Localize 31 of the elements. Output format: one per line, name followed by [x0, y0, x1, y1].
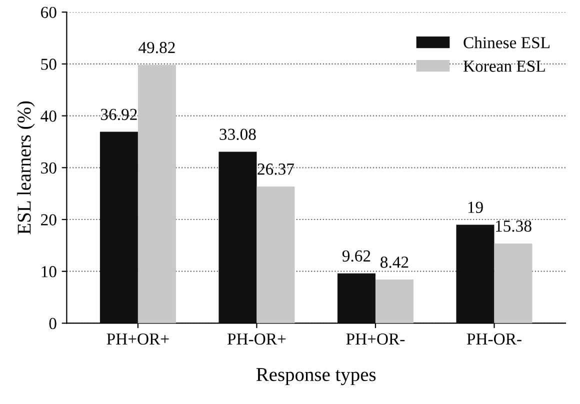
bar	[100, 132, 138, 324]
data-label: 49.82	[138, 42, 175, 54]
y-tick-label: 60	[41, 6, 56, 18]
bar	[375, 280, 414, 324]
data-label: 15.38	[496, 220, 532, 232]
y-tick-label: 0	[49, 318, 56, 330]
y-tick-label: 20	[41, 214, 56, 226]
bar	[218, 152, 257, 324]
bar	[456, 224, 494, 324]
legend-label: Chinese ESL	[464, 36, 550, 48]
y-axis-title: ESL learners (%)	[17, 101, 35, 234]
x-tick-label: PH+OR-	[346, 333, 405, 345]
bar	[337, 273, 376, 324]
x-tick-label: PH+OR+	[106, 333, 169, 345]
y-tick-label: 40	[40, 110, 56, 122]
data-label: 8.42	[380, 256, 408, 268]
x-tick-label: PH-OR+	[227, 333, 286, 345]
bar	[138, 64, 176, 324]
x-tick-label: PH-OR-	[466, 333, 522, 345]
data-label: 33.08	[220, 128, 256, 140]
data-label: 19	[468, 202, 483, 213]
data-label: 26.37	[258, 164, 294, 175]
data-label: 36.92	[101, 108, 137, 120]
y-tick-label: 30	[41, 162, 56, 174]
bar	[494, 243, 532, 324]
bar	[256, 186, 295, 324]
legend-label: Korean ESL	[463, 60, 545, 72]
data-label: 9.62	[342, 250, 370, 262]
y-tick-label: 50	[41, 58, 56, 70]
x-axis-title: Response types	[256, 368, 376, 386]
y-tick-label: 10	[42, 266, 56, 278]
